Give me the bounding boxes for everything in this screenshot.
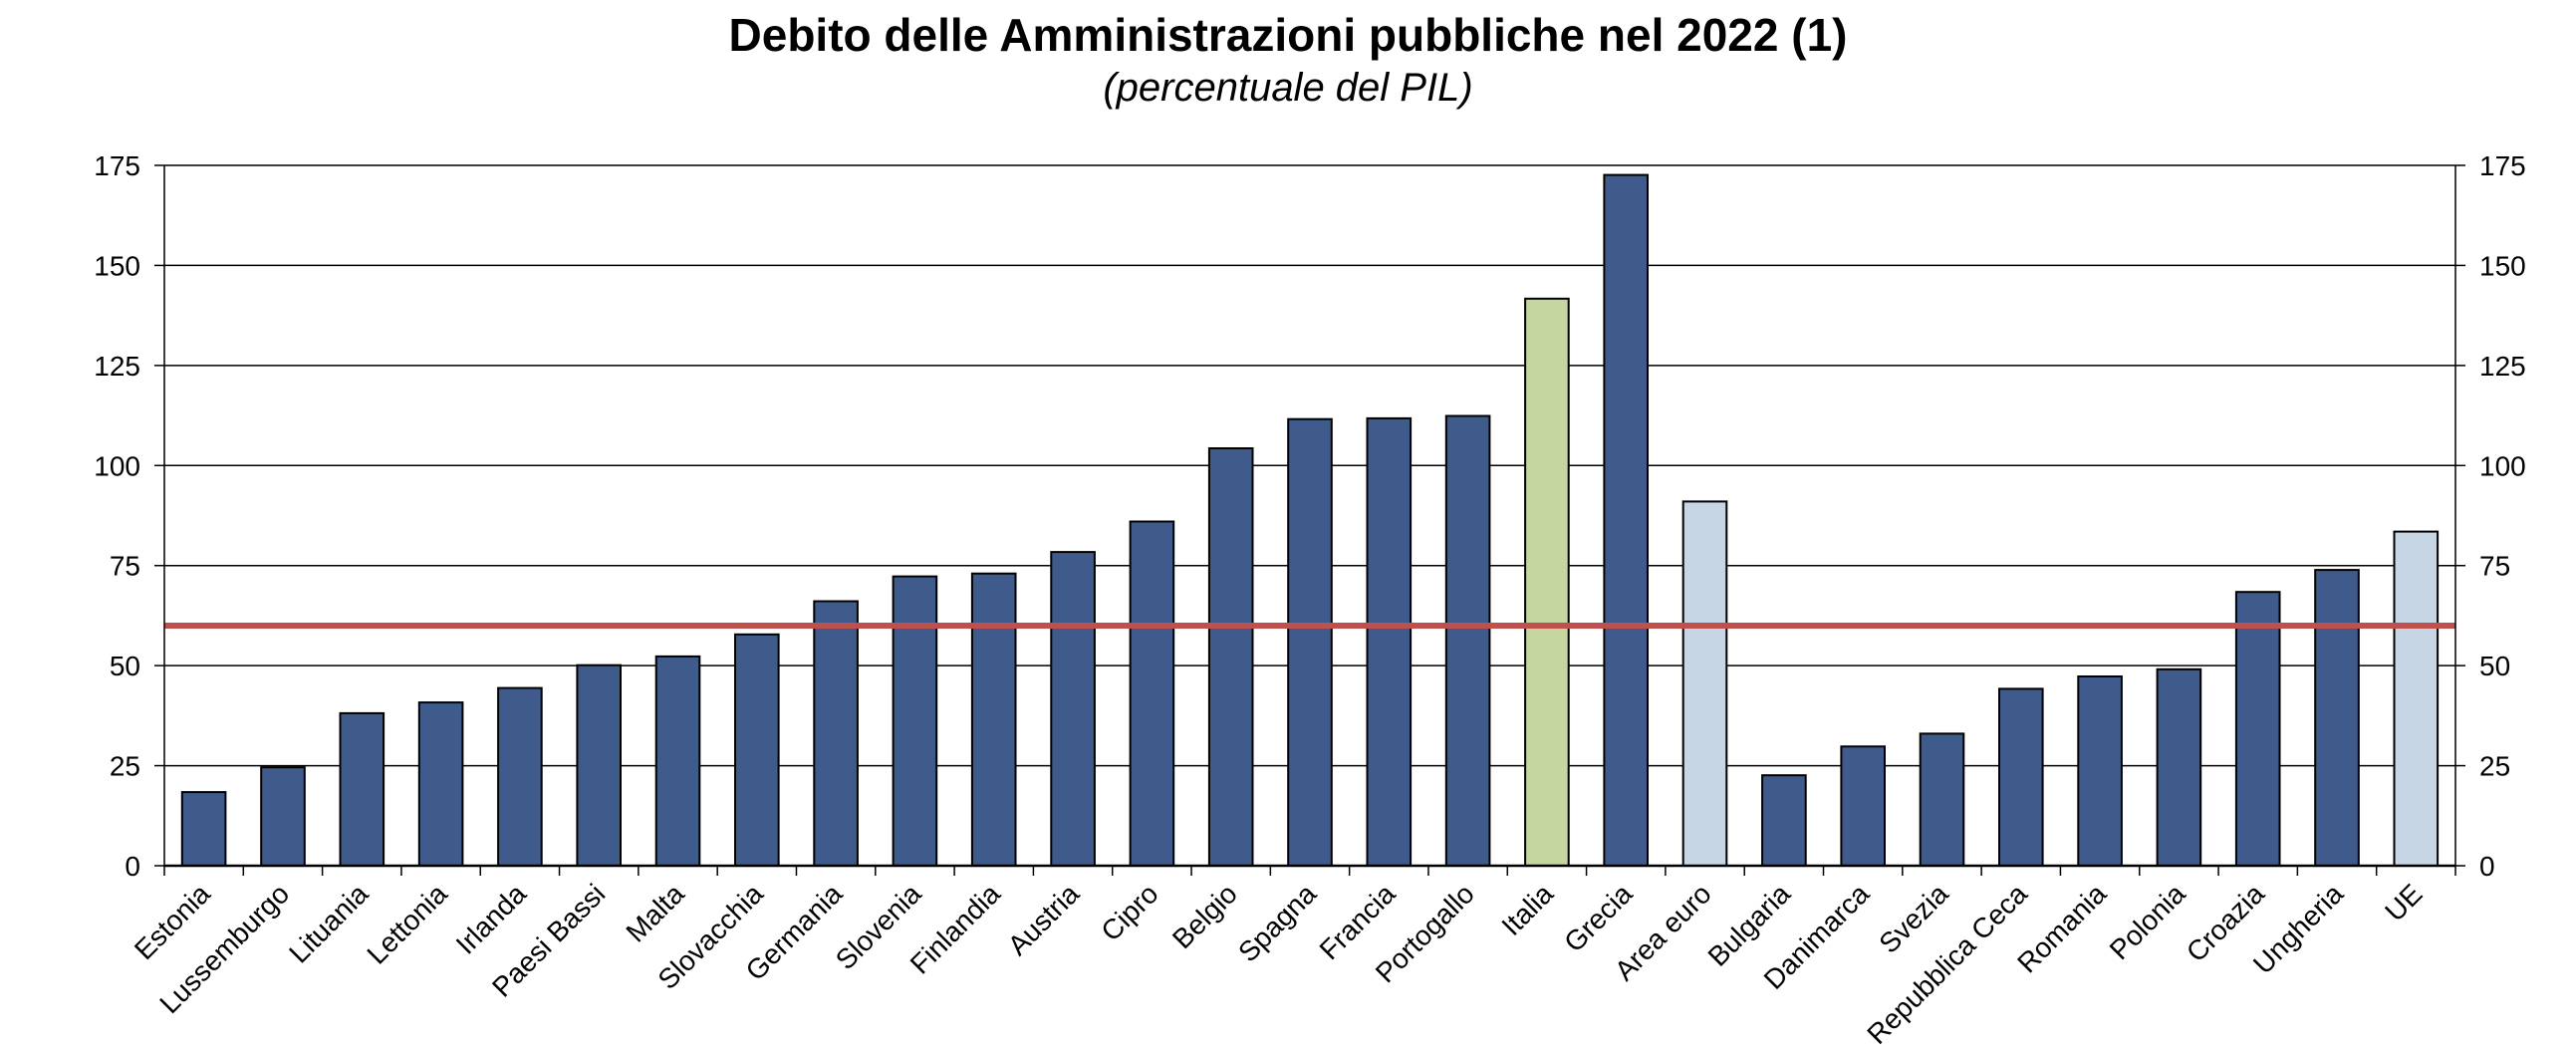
bar-lituania: [339, 711, 386, 868]
bar-ungheria: [2314, 569, 2360, 867]
y-tick-label-left: 75: [110, 551, 140, 582]
x-tick-label: UE: [2379, 878, 2428, 926]
x-tick-label: Italia: [1495, 878, 1559, 941]
chart-subtitle: (percentuale del PIL): [1103, 66, 1473, 110]
bar-croazia: [2234, 591, 2281, 867]
bar-area-euro: [1681, 500, 1728, 867]
chart-title: Debito delle Amministrazioni pubbliche n…: [728, 9, 1848, 61]
bar-spagna: [1287, 417, 1333, 867]
y-tick-label-right: 100: [2479, 450, 2526, 481]
plot-frame: [154, 164, 2465, 876]
bar-polonia: [2156, 667, 2202, 867]
bar-cipro: [1129, 520, 1175, 867]
x-tick-label: Austria: [1002, 878, 1086, 961]
bar-danimarca: [1840, 745, 1887, 867]
y-tick-label-right: 25: [2479, 751, 2510, 782]
y-tick-label-right: 150: [2479, 250, 2526, 281]
bar-slovenia: [892, 575, 938, 867]
bar-paesi-bassi: [576, 663, 623, 868]
y-tick-label-left: 0: [125, 851, 140, 882]
bar-lettonia: [417, 701, 464, 867]
y-tick-label-left: 150: [94, 250, 140, 281]
bar-lussemburgo: [260, 766, 306, 868]
x-tick-label: Lettonia: [361, 878, 453, 970]
y-tick-label-right: 0: [2479, 851, 2495, 882]
y-tick-label-right: 175: [2479, 150, 2526, 181]
x-tick-label: Spagna: [1232, 878, 1322, 967]
y-axis-left-ticks: 0 25 50 75 100 125 150 175: [94, 150, 140, 882]
x-axis-labels: EstoniaLussemburgoLituaniaLettoniaIrland…: [129, 878, 2429, 1050]
bars: [180, 173, 2440, 868]
bar-svezia: [1919, 732, 1965, 868]
x-tick-label: Malta: [620, 878, 690, 948]
bar-irlanda: [497, 686, 543, 867]
bar-repubblica-ceca: [1998, 687, 2044, 868]
y-tick-label-right: 75: [2479, 551, 2510, 582]
x-tick-label: Lituania: [283, 878, 375, 969]
bar-portogallo: [1444, 414, 1491, 867]
bar-romania: [2077, 675, 2123, 867]
bar-francia: [1366, 416, 1413, 867]
x-tick-label: Romania: [2011, 878, 2112, 978]
x-tick-label: Belgio: [1166, 878, 1243, 954]
y-tick-label-right: 125: [2479, 351, 2526, 382]
bar-malta: [654, 655, 701, 868]
bar-finlandia: [970, 572, 1017, 867]
x-tick-label: Cipro: [1095, 878, 1163, 946]
bar-italia: [1524, 297, 1570, 867]
y-tick-label-left: 50: [110, 651, 140, 681]
bar-ue: [2393, 530, 2440, 867]
bar-germania: [813, 600, 859, 867]
bar-austria: [1050, 551, 1096, 867]
x-tick-label: Polonia: [2104, 878, 2191, 965]
bar-slovacchia: [734, 633, 780, 867]
y-tick-label-left: 125: [94, 351, 140, 382]
y-tick-label-left: 25: [110, 751, 140, 782]
bar-bulgaria: [1761, 774, 1807, 868]
bar-belgio: [1207, 447, 1254, 867]
y-axis-right-ticks: 0 25 50 75 100 125 150 175: [2479, 150, 2526, 882]
y-tick-label-right: 50: [2479, 651, 2510, 681]
bar-grecia: [1603, 173, 1650, 868]
y-tick-label-left: 175: [94, 150, 140, 181]
y-tick-label-left: 100: [94, 450, 140, 481]
bar-estonia: [180, 791, 227, 867]
